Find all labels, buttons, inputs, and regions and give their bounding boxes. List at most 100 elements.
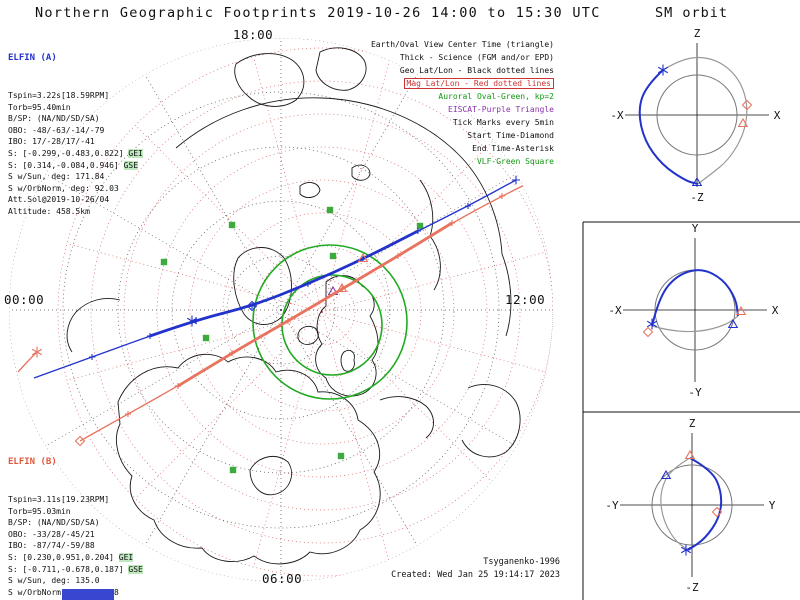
axis-label: X: [772, 304, 779, 317]
track-tick: [147, 333, 153, 339]
mag-lat-gridline: [189, 179, 455, 445]
text-line: Torb=95.40min: [8, 102, 71, 112]
earth-circle: [656, 74, 738, 156]
triangle-marker: [660, 469, 672, 480]
text-line: OBO: -33/28/-45/21: [8, 529, 95, 539]
view-center-time-triangle-marker: [336, 282, 348, 293]
local-time-label-bottom: 06:00: [262, 571, 303, 586]
vlf-square-marker: [326, 206, 334, 214]
elfin-b-track: [17, 176, 542, 447]
track-tick: [175, 383, 181, 389]
local-time-label-left: 00:00: [4, 292, 45, 307]
text-line: Tspin=3.11s[19.23RPM]: [8, 494, 110, 504]
elfin-b-info-panel: ELFIN (B) Tspin=3.11s[19.23RPM] Torb=95.0…: [8, 434, 143, 600]
elfin-b-title: ELFIN (B): [8, 457, 57, 468]
triangle-marker: [735, 305, 747, 316]
coastline: [299, 182, 321, 198]
mag-lon-gridline: [135, 311, 323, 499]
coastline: [315, 47, 367, 91]
axis-label: -Z: [685, 581, 699, 594]
local-time-label-right: 12:00: [505, 292, 546, 307]
track-tick: [499, 193, 505, 199]
text-line: Tick Marks every 5min: [452, 118, 554, 127]
end-time-asterisk-marker: [31, 346, 43, 358]
text-line: OBO: -48/-63/-14/-79: [8, 125, 105, 135]
axis-label: -X: [608, 304, 622, 317]
mag-lon-gridline: [253, 311, 323, 568]
page-title: Northern Geographic Footprints 2019-10-2…: [35, 5, 601, 21]
orbit-panel-X-Z: Z -Z -X X: [610, 27, 780, 204]
axis-label: -Z: [690, 191, 704, 204]
vlf-square-marker: [229, 466, 237, 474]
geo-lon-gridline: [144, 309, 282, 546]
sm-orbit-title: SM orbit: [655, 5, 729, 21]
geo-lat-gridline: [226, 255, 336, 365]
axis-label: Z: [694, 27, 701, 40]
credits: Tsyganenko-1996 Created: Wed Jan 25 19:1…: [391, 556, 560, 581]
track-tick: [229, 350, 235, 356]
text-line: Thick - Science (FGM and/or EPD): [399, 53, 554, 62]
diamond-marker: [741, 99, 753, 111]
text-line: IBO: -87/74/-59/88: [8, 541, 95, 551]
text-line: Torb=95.03min: [8, 506, 71, 516]
mag-lat-gridline: [222, 212, 422, 412]
created-timestamp: Created: Wed Jan 25 19:14:17 2023: [391, 569, 560, 580]
science-thick-segment: [149, 229, 419, 338]
track-tick: [305, 281, 311, 287]
axis-label: X: [774, 109, 781, 122]
asterisk-marker: [646, 318, 658, 330]
text-line: IBO: 17/-28/17/-41: [8, 137, 95, 147]
coastline: [66, 298, 121, 353]
orbit-arc-blue: [687, 457, 723, 551]
mag-lon-gridline: [321, 311, 509, 499]
axis-label: Y: [692, 222, 699, 235]
axis-label: -X: [610, 109, 624, 122]
mag-lat-gridline: [156, 146, 488, 478]
orbit-arc-gray: [662, 56, 748, 185]
text-line: S: [0.314,-0.084,0.946] GSE: [8, 160, 139, 170]
start-time-diamond-marker: [74, 435, 86, 447]
coastline: [175, 97, 512, 337]
text-line: S w/Sun, deg: 171.84: [8, 172, 105, 182]
coastline: [116, 353, 381, 565]
text-line: Auroral Oval-Green, kp=2: [438, 92, 554, 101]
elfin-b-lines: Tspin=3.11s[19.23RPM] Torb=95.03min B/SP: …: [8, 494, 143, 600]
vlf-square-marker: [416, 222, 424, 230]
track-tick: [395, 253, 401, 259]
diamond-marker: [711, 506, 723, 518]
text-line: Altitude: 458.5km: [8, 206, 90, 216]
geo-lon-gridline: [144, 74, 282, 311]
asterisk-marker: [657, 64, 669, 76]
vlf-square-marker: [337, 452, 345, 460]
text-line: End Time-Asterisk: [472, 144, 554, 153]
elfin-a-title: ELFIN (A): [8, 53, 57, 64]
polar-map: [9, 38, 553, 582]
geo-lon-gridline: [280, 309, 418, 546]
mag-lon-gridline: [321, 311, 553, 381]
mag-lon-gridline: [66, 311, 323, 381]
text-line: Geo Lat/Lon - Black dotted lines: [399, 66, 554, 75]
mag-lon-gridline: [135, 125, 323, 313]
plus-marker: [511, 175, 521, 185]
axis-label: -Y: [688, 386, 702, 399]
text-line: EISCAT-Purple Triangle: [448, 105, 554, 114]
text-line: Earth/Oval View Center Time (triangle): [370, 40, 554, 49]
mag-lon-gridline: [321, 56, 391, 313]
text-line: S w/Sun, deg: 135.0: [8, 576, 100, 586]
text-line: S: [-0.711,-0.678,0.187] GSE: [8, 564, 143, 574]
orbit-arc-gray: [651, 315, 739, 333]
orbit-panel-Y-Z: Z -Z -Y Y: [605, 417, 775, 594]
axis-label: Z: [689, 417, 696, 430]
asterisk-marker: [680, 544, 692, 556]
view-center-time-triangle-marker: [357, 252, 369, 263]
local-time-label-top: 18:00: [233, 27, 274, 42]
diamond-marker: [642, 326, 654, 338]
text-line: VLF-Green Square: [476, 157, 554, 166]
axis-label: Y: [769, 499, 776, 512]
track-tick: [415, 228, 421, 234]
triangle-marker: [737, 117, 749, 128]
coastline: [461, 384, 521, 458]
vlf-square-marker: [329, 252, 337, 260]
